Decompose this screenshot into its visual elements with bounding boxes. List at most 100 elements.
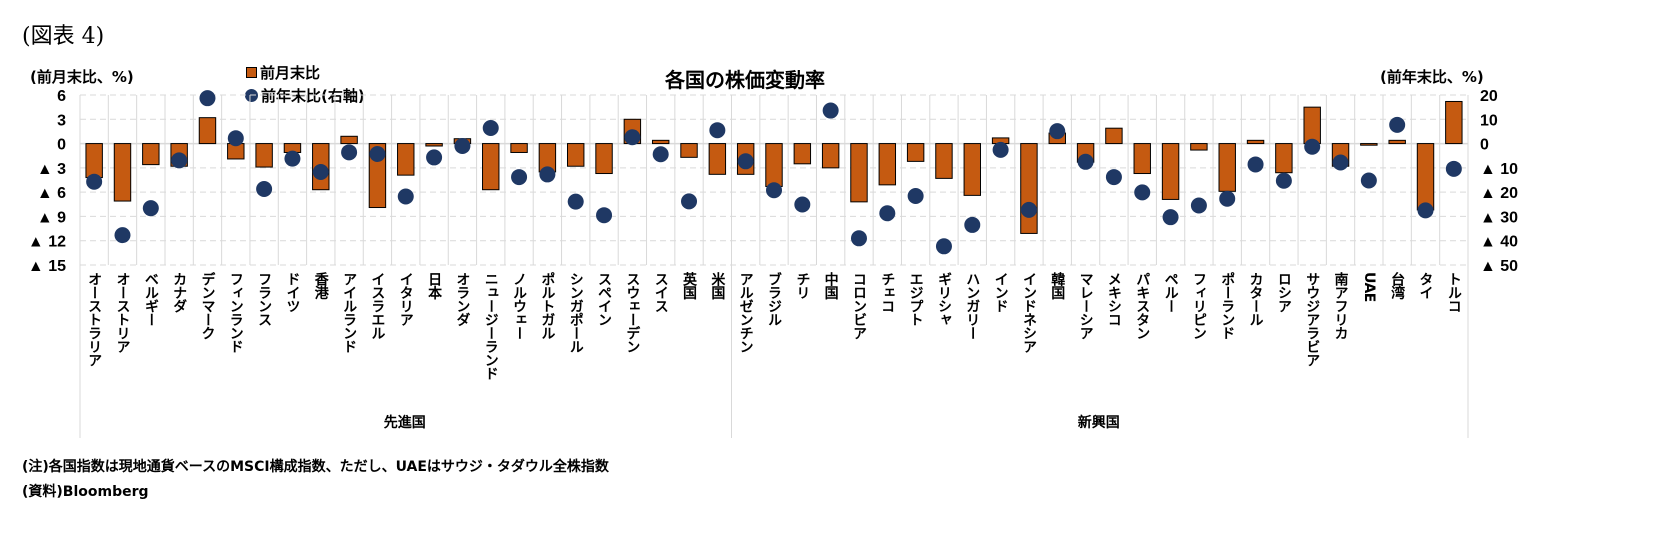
x-tick-label: ブラジル [766,272,782,326]
right-tick-label: 10 [1480,112,1498,129]
bar-コロンビア [850,143,868,203]
dot-ノルウェー [511,169,528,186]
x-tick-label: イスラエル [369,272,386,340]
left-tick-label: 0 [57,137,66,154]
x-tick-label: スイス [652,272,669,313]
left-tick-label: ▲ 9 [37,209,66,226]
x-tick-label: フランス [256,272,273,326]
legend-item-bar: 前月末比 [246,62,320,83]
dot-オーストリア [114,227,131,244]
legend-bar-label: 前月末比 [260,64,321,82]
dot-米国 [709,122,726,139]
dot-イスラエル [369,146,386,163]
dot-ギリシャ [935,238,952,255]
dot-チリ [794,196,811,213]
bar-イタリア [397,143,415,176]
x-tick-label: ポルトガル [539,272,556,340]
x-tick-label: デンマーク [199,272,216,340]
bar-ベルギー [142,143,160,166]
dot-シンガポール [567,193,584,210]
right-tick-label: ▲ 10 [1480,161,1518,178]
bar-台湾 [1388,139,1406,145]
dot-スイス [652,146,669,163]
dot-チェコ [879,205,896,222]
x-tick-label: フィンランド [227,272,244,353]
bar-ペルー [1161,143,1180,200]
dot-デンマーク [199,90,216,107]
dot-ポーランド [1219,190,1236,207]
dot-アルゼンチン [737,153,754,170]
bar-トルコ [1445,100,1463,145]
dot-ドイツ [284,150,301,167]
dot-ベルギー [142,200,159,217]
dot-ニュージーランド [482,120,499,137]
left-tick-label: ▲ 15 [28,258,66,275]
x-tick-label: 日本 [426,272,443,299]
x-tick-label: オーストリア [114,272,131,353]
x-tick-label: ニュージーランド [482,272,499,380]
bar-フィリピン [1190,143,1208,151]
dot-日本 [426,149,443,166]
dot-ロシア [1275,172,1292,189]
bar-アイルランド [340,135,358,145]
left-tick-label: 6 [57,88,66,105]
x-tick-label: ロシア [1275,272,1292,313]
x-tick-label: オーストラリア [86,272,103,367]
bar-ニュージーランド [482,143,500,191]
dot-フランス [256,180,273,197]
x-tick-label: ドイツ [284,272,301,313]
source-text: (資料)Bloomberg [22,484,149,500]
left-tick-label: ▲ 6 [37,185,66,202]
dot-タイ [1417,202,1434,219]
x-tick-label: インドネシア [1020,272,1037,353]
bar-ノルウェー [510,143,528,153]
dot-英国 [681,193,698,210]
x-tick-label: スペイン [596,272,613,326]
bar-チェコ [878,143,897,186]
bar-オーストラリア [85,143,103,179]
dot-UAE [1360,172,1377,189]
bar-チリ [793,143,812,165]
left-tick-label: 3 [57,112,66,129]
dot-インドネシア [1020,201,1037,218]
figure-label: (図表 4) [22,24,105,49]
x-tick-label: メキシコ [1105,272,1122,326]
left-tick-label: ▲ 3 [37,161,66,178]
x-tick-label: ベルギー [142,272,159,326]
bar-サウジアラビア [1303,106,1321,145]
x-tick-label: 中国 [822,272,839,299]
dot-エジプト [907,188,924,205]
dot-オーストラリア [86,173,103,190]
x-tick-label: オランダ [454,272,471,326]
dot-香港 [312,163,329,180]
x-tick-label: ポーランド [1219,272,1236,340]
x-tick-label: 韓国 [1049,272,1066,299]
right-tick-label: 20 [1480,88,1498,105]
bar-フランス [255,143,273,168]
bar-タイ [1416,143,1435,211]
x-tick-label: チリ [794,272,811,299]
bar-オーストリア [113,143,132,202]
chart-title: 各国の株価変動率 [665,68,825,92]
x-tick-label: イタリア [397,272,414,326]
bar-エジプト [906,143,925,162]
dot-中国 [822,102,839,119]
dot-ポルトガル [539,166,556,183]
x-tick-label: ペルー [1162,272,1179,313]
bar-カタール [1246,139,1265,145]
dot-スペイン [596,207,613,224]
dot-台湾 [1389,116,1406,133]
group-label: 新興国 [1077,415,1120,431]
dot-マレーシア [1077,153,1094,170]
bar-ロシア [1275,143,1293,174]
x-tick-label: 香港 [312,272,329,299]
bar-ギリシャ [935,143,953,179]
x-tick-label: ノルウェー [511,272,528,340]
dot-サウジアラビア [1304,138,1321,155]
x-tick-label: 南アフリカ [1332,272,1349,340]
dot-カタール [1247,156,1264,173]
dot-オランダ [454,138,471,154]
x-tick-label: アイルランド [341,272,358,353]
dot-トルコ [1445,160,1462,177]
